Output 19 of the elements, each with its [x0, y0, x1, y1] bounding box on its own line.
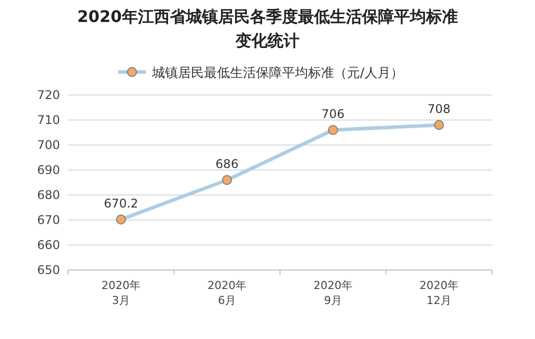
- data-label: 708: [428, 102, 450, 116]
- y-tick-label: 700: [37, 138, 60, 152]
- x-tick-label: 2020年 3月: [102, 279, 140, 307]
- data-label: 706: [322, 107, 344, 121]
- x-tick-label: 2020年 6月: [208, 279, 246, 307]
- chart-subtitle: 变化统计: [234, 31, 300, 50]
- legend-label: 城镇居民最低生活保障平均标准（元/人月）: [151, 66, 404, 81]
- y-tick-label: 710: [37, 113, 60, 127]
- y-tick-label: 720: [37, 88, 60, 102]
- y-tick-label: 650: [37, 263, 60, 277]
- data-label: 670.2: [104, 196, 138, 210]
- x-tick-label: 2020年 12月: [420, 279, 458, 307]
- y-tick-label: 660: [37, 238, 60, 252]
- y-tick-label: 690: [37, 163, 60, 177]
- y-tick-label: 670: [37, 213, 60, 227]
- data-label: 686: [216, 157, 238, 171]
- y-tick-label: 680: [37, 188, 60, 202]
- x-tick-label: 2020年 9月: [314, 279, 352, 307]
- chart-title: 2020年江西省城镇居民各季度最低生活保障平均标准: [77, 7, 458, 26]
